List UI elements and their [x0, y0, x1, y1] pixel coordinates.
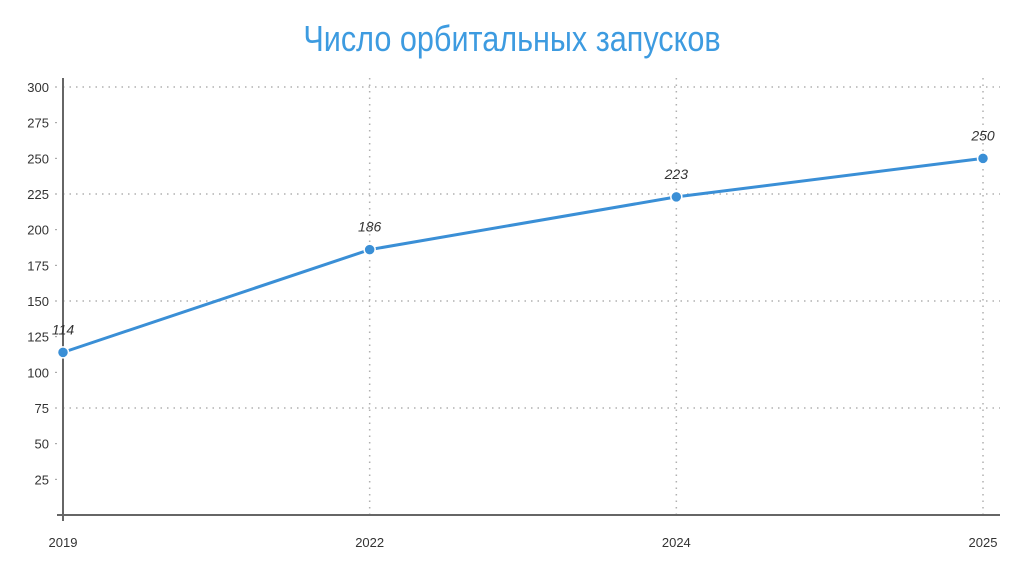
y-tick-label: 50 — [35, 437, 49, 452]
y-tick-label: 225 — [27, 187, 49, 202]
y-tick-label: 150 — [27, 294, 49, 309]
data-point — [56, 346, 70, 359]
data-label: 114 — [52, 321, 75, 337]
x-tick-label: 2025 — [969, 535, 998, 550]
y-tick-label: 175 — [27, 258, 49, 273]
y-tick-label: 75 — [35, 401, 49, 416]
x-tick-label: 2024 — [662, 535, 691, 550]
x-tick-label: 2022 — [355, 535, 384, 550]
series-line — [62, 156, 984, 354]
y-tick-label: 100 — [27, 365, 49, 380]
data-label: 250 — [970, 127, 995, 143]
y-tick-label: 275 — [27, 116, 49, 131]
chart-title: Число орбитальных запусков — [303, 18, 721, 59]
y-tick-label: 125 — [27, 330, 49, 345]
data-label: 223 — [664, 166, 689, 182]
data-point — [976, 152, 990, 165]
y-tick-label: 25 — [35, 472, 49, 487]
data-point — [670, 190, 683, 204]
y-tick-label: 200 — [27, 223, 49, 238]
y-tick-label: 300 — [27, 80, 49, 95]
x-tick-label: 2019 — [49, 535, 78, 550]
data-label: 186 — [358, 219, 382, 235]
y-tick-label: 250 — [27, 151, 49, 166]
data-point — [363, 243, 376, 256]
